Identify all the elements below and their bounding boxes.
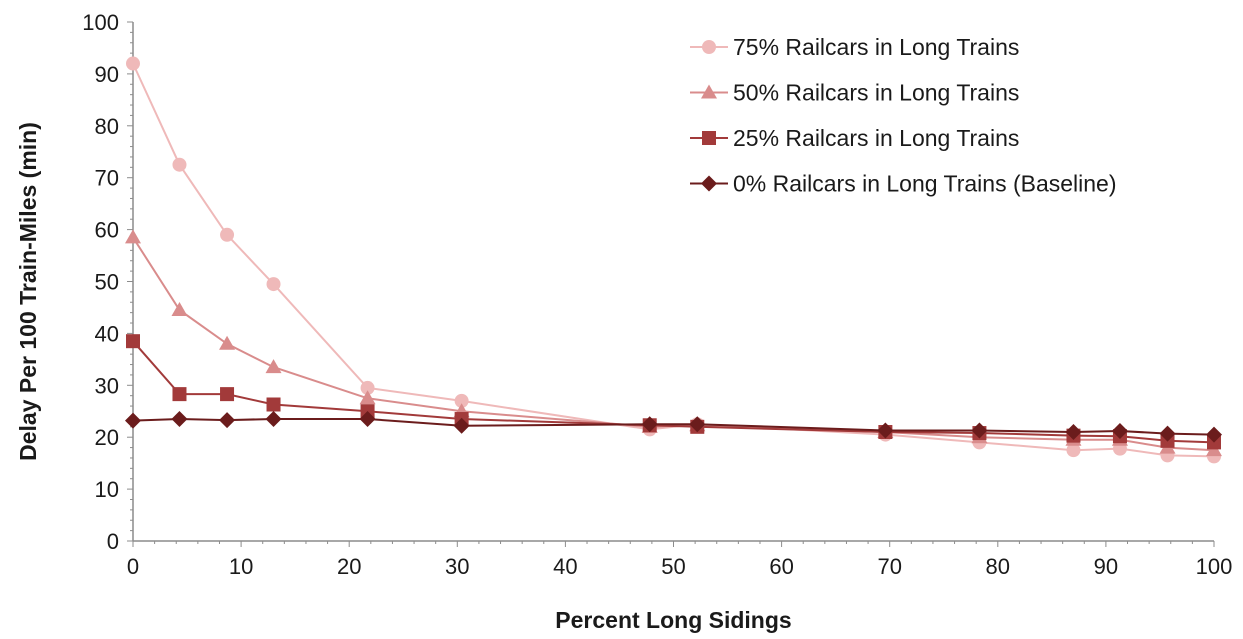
data-point [219,335,236,350]
axes [132,22,1214,542]
data-point [125,229,141,244]
data-point [1066,443,1081,458]
data-point [641,416,658,433]
legend-marker [702,131,716,145]
y-tick-label: 10 [95,477,119,502]
y-tick-label: 80 [95,114,119,139]
legend: 75% Railcars in Long Trains 50% Railcars … [690,34,1117,197]
data-point [689,416,706,433]
y-tick-label: 30 [95,373,119,398]
data-point [125,412,141,429]
legend-label: 75% Railcars in Long Trains [733,34,1019,60]
data-point [1206,426,1222,443]
data-point [1159,425,1176,442]
y-axis-title: Delay Per 100 Train-Miles (min) [15,122,41,461]
x-tick-label: 40 [553,554,577,579]
y-tick-label: 40 [95,321,119,346]
x-tick-label: 70 [877,554,901,579]
data-point [359,390,376,405]
data-point [172,387,187,402]
y-tick-label: 0 [107,529,119,554]
x-ticks: 0 10 20 30 40 50 60 70 80 90 100 [127,541,1232,579]
legend-item: 25% Railcars in Long Trains [690,125,1019,151]
data-point [171,302,188,317]
legend-label: 0% Railcars in Long Trains (Baseline) [733,171,1117,197]
legend-marker [701,84,717,99]
data-point [359,411,376,428]
x-tick-label: 50 [661,554,685,579]
legend-item: 0% Railcars in Long Trains (Baseline) [690,171,1117,197]
data-point [265,359,282,374]
x-tick-label: 10 [229,554,253,579]
y-tick-label: 90 [95,62,119,87]
series-line [132,63,1215,458]
data-point [265,411,282,428]
legend-marker [701,175,717,192]
series-line [132,340,1215,444]
x-tick-label: 60 [769,554,793,579]
x-tick-label: 0 [127,554,139,579]
legend-item: 75% Railcars in Long Trains [690,34,1019,60]
data-point [360,380,375,395]
legend-item: 50% Railcars in Long Trains [690,80,1019,106]
y-ticks: 0 10 20 30 40 50 60 70 80 90 100 [82,10,133,554]
y-tick-label: 70 [95,166,119,191]
data-point [454,393,469,408]
data-point [1065,424,1082,441]
y-tick-label: 100 [82,10,119,35]
series-4 [125,411,1222,443]
x-tick-label: 20 [337,554,361,579]
x-tick-label: 30 [445,554,469,579]
data-point [171,411,188,428]
series-1 [126,56,1221,464]
data-point [219,412,236,429]
x-tick-label: 80 [986,554,1010,579]
data-point [126,334,140,349]
data-point [1111,422,1128,439]
data-point [220,227,235,242]
x-axis-title: Percent Long Sidings [555,607,791,633]
data-point [453,417,470,434]
data-point [266,277,281,292]
data-point [126,56,140,71]
y-tick-label: 60 [95,218,119,243]
legend-label: 50% Railcars in Long Trains [733,80,1019,106]
series-layer [125,56,1222,464]
data-point [220,387,235,402]
legend-marker [702,40,716,54]
data-point [971,422,988,439]
x-tick-label: 100 [1196,554,1233,579]
legend-label: 25% Railcars in Long Trains [733,125,1019,151]
x-tick-label: 90 [1094,554,1118,579]
data-point [266,397,281,412]
series-2 [125,229,1222,457]
data-point [877,422,894,439]
data-point [172,157,187,172]
y-tick-label: 50 [95,270,119,295]
y-tick-label: 20 [95,425,119,450]
